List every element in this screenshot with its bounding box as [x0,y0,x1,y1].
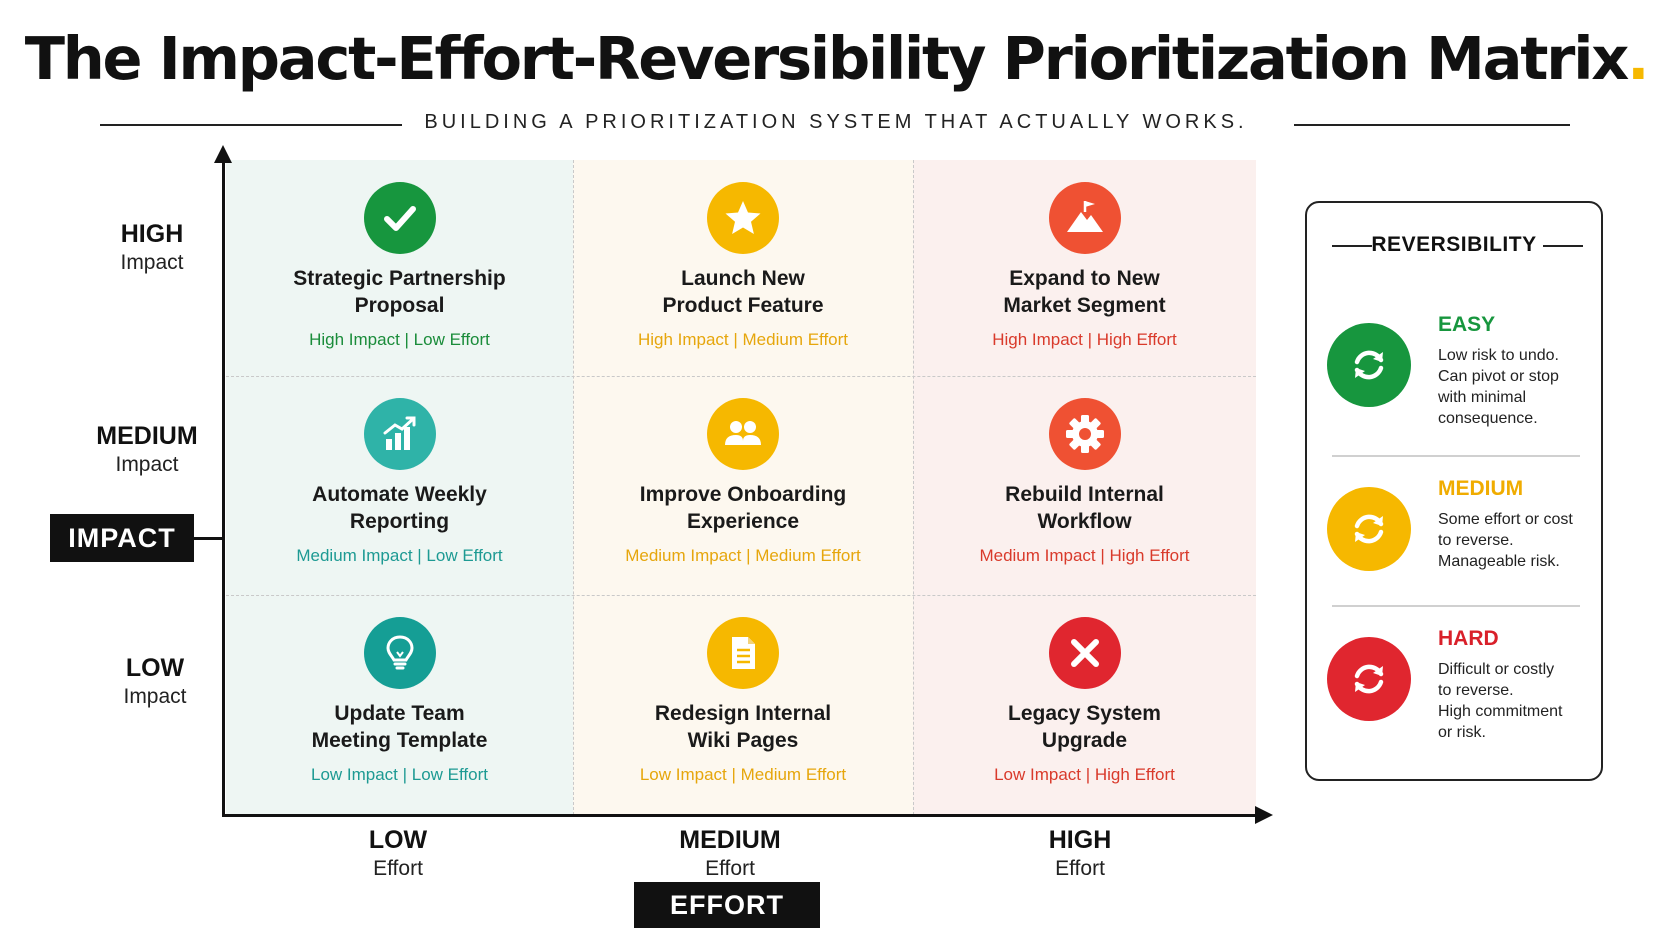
impact-level-high: HIGH Impact [120,220,184,274]
grid-divider-horizontal [226,595,1256,596]
refresh-arrows-icon [1327,487,1411,571]
star-icon [707,182,779,254]
legend-description: Low risk to undo. Can pivot or stop with m… [1438,347,1559,427]
legend-separator [1332,455,1580,457]
lightbulb-icon [363,617,436,689]
effort-level-medium: MEDIUM Effort [679,826,781,880]
cell-tag: Medium Impact | Medium Effort [625,546,861,565]
checkmark-icon [363,182,436,254]
cell-tag: High Impact | Low Effort [309,330,490,349]
legend-item-easy: EASY Low risk to undo. Can pivot or stop w… [1307,313,1601,463]
impact-axis-label: IMPACT [50,514,194,562]
grid-divider-vertical [573,160,574,815]
matrix-cell-high-high: Expand to New Market Segment High Impact … [913,160,1256,376]
cell-title: Automate Weekly Reporting [312,483,487,533]
grid-divider-horizontal [226,376,1256,377]
cell-tag: Medium Impact | Low Effort [296,546,503,565]
refresh-arrows-icon [1327,323,1411,407]
effort-level-low: LOW Effort [368,826,428,880]
page-title: The Impact-Effort-Reversibility Prioriti… [0,24,1672,93]
effort-axis-label: EFFORT [634,882,820,928]
impact-level-medium: MEDIUM Impact [96,422,198,476]
cell-title: Update Team Meeting Template [311,702,488,752]
subtitle-rule-left [100,124,402,126]
title-text: The Impact-Effort-Reversibility Prioriti… [24,24,1630,93]
title-dot: . [1627,24,1649,93]
matrix-cell-medium-medium: Improve Onboarding Experience Medium Impa… [573,376,913,595]
cell-title: Legacy System Upgrade [1008,702,1161,752]
effort-level-high: HIGH Effort [1048,826,1112,880]
matrix-cell-medium-high: Rebuild Internal Workflow Medium Impact |… [913,376,1256,595]
document-icon [707,617,779,689]
impact-axis-line [222,160,225,817]
legend-title: REVERSIBILITY [1371,233,1537,256]
refresh-arrows-icon [1327,637,1411,721]
cell-tag: Low Impact | Medium Effort [639,765,847,784]
cell-title: Improve Onboarding Experience [639,483,847,533]
bar-chart-growth-icon [363,398,436,470]
legend-description: Some effort or cost to reverse. Manageable… [1438,511,1573,570]
legend-item-hard: HARD Difficult or costly to reverse. High … [1307,627,1601,777]
cell-tag: High Impact | High Effort [992,330,1177,349]
cell-title: Redesign Internal Wiki Pages [654,702,832,752]
matrix-cell-low-high: Legacy System Upgrade Low Impact | High E… [913,595,1256,814]
impact-level-low: LOW Impact [123,654,187,708]
subtitle: BUILDING A PRIORITIZATION SYSTEM THAT AC… [424,111,1248,133]
arrow-right-icon [1255,806,1273,824]
matrix-cell-high-low: Strategic Partnership Proposal High Impac… [226,160,573,376]
effort-axis-line [222,814,1262,817]
reversibility-legend: REVERSIBILITY EASY Low risk to undo. Can … [1305,201,1603,781]
matrix-cell-medium-low: Automate Weekly Reporting Medium Impact |… [226,376,573,595]
cell-tag: High Impact | Medium Effort [637,330,849,349]
cell-title: Expand to New Market Segment [1003,267,1166,317]
matrix-cell-high-medium: Launch New Product Feature High Impact | … [573,160,913,376]
subtitle-rule-right [1294,124,1570,126]
matrix-cell-low-medium: Redesign Internal Wiki Pages Low Impact |… [573,595,913,814]
legend-label: HARD [1438,627,1499,650]
mountain-flag-icon [1048,182,1121,254]
cell-title: Strategic Partnership Proposal [293,267,506,317]
impact-axis-tick [194,537,224,540]
matrix-cell-low-low: Update Team Meeting Template Low Impact |… [226,595,573,814]
cell-tag: Medium Impact | High Effort [979,546,1190,565]
legend-description: Difficult or costly to reverse. High commi… [1438,661,1563,741]
arrow-up-icon [214,145,232,163]
grid-divider-vertical [913,160,914,815]
legend-label: EASY [1438,313,1496,336]
gear-icon [1048,398,1121,470]
legend-separator [1332,605,1580,607]
x-mark-icon [1048,617,1121,689]
cell-title: Rebuild Internal Workflow [1005,483,1164,533]
legend-title-rule-left [1332,245,1372,247]
people-icon [707,398,779,470]
cell-tag: Low Impact | High Effort [994,765,1175,784]
legend-title-rule-right [1543,245,1583,247]
legend-label: MEDIUM [1438,477,1524,500]
legend-item-medium: MEDIUM Some effort or cost to reverse. Man… [1307,477,1601,627]
cell-tag: Low Impact | Low Effort [310,765,488,784]
cell-title: Launch New Product Feature [662,267,824,317]
